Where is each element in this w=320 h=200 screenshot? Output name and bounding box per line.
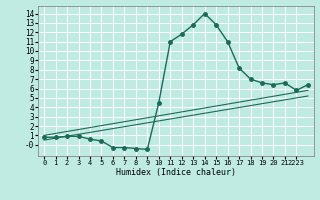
X-axis label: Humidex (Indice chaleur): Humidex (Indice chaleur) — [116, 168, 236, 177]
